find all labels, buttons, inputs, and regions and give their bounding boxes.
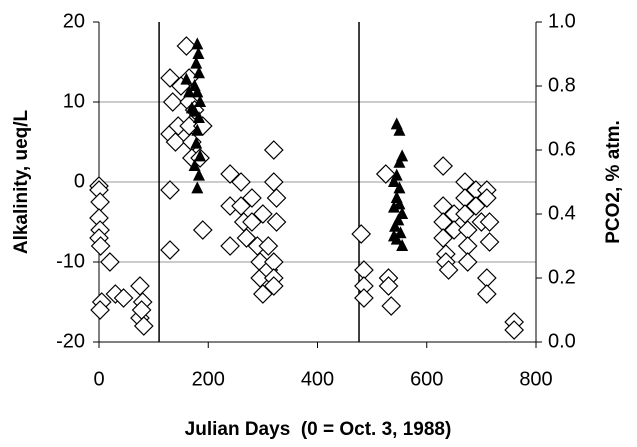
triangle-point <box>194 149 207 162</box>
diamond-point <box>131 300 152 320</box>
diamond-point <box>90 236 111 256</box>
diamond-point <box>90 192 110 212</box>
diamond-point <box>160 240 180 260</box>
triangle-point <box>387 200 400 213</box>
diamond-point <box>231 172 251 192</box>
triangle-point <box>393 181 406 194</box>
diamond-point <box>354 288 374 308</box>
diamond-point <box>476 284 497 304</box>
diamond-point <box>466 196 486 216</box>
diamond-point <box>263 140 284 160</box>
y-tick-label: -20 <box>56 330 85 352</box>
diamond-point <box>133 316 154 336</box>
y2-axis-title: PCO2, % atm. <box>603 120 624 244</box>
y-axis-title: Alkalinity, ueq/L <box>11 109 32 254</box>
diamond-point <box>258 236 279 256</box>
diamond-point <box>90 300 110 320</box>
diamond-point <box>236 228 257 248</box>
triangle-point <box>188 159 201 171</box>
triangle-point <box>180 72 193 85</box>
x-tick-label: 400 <box>301 368 334 390</box>
diamond-point <box>160 180 180 200</box>
diamond-point <box>433 156 453 176</box>
triangle-point <box>190 56 203 69</box>
y2-tick-label: 0.4 <box>548 202 576 224</box>
triangle-point <box>387 175 400 187</box>
diamond-point <box>100 252 120 272</box>
y-tick-label: 10 <box>63 90 85 112</box>
x-tick-label: 0 <box>93 368 104 390</box>
diamond-point <box>130 276 150 296</box>
triangle-point <box>393 155 406 168</box>
triangle-point <box>194 95 207 107</box>
triangle-point <box>183 85 196 98</box>
triangle-point <box>192 66 205 79</box>
diamond-point <box>457 252 478 272</box>
triangle-point <box>185 101 198 114</box>
triangle-point <box>190 136 203 149</box>
diamond-point <box>444 220 464 240</box>
diamond-point <box>192 220 213 240</box>
diamond-point <box>351 224 372 244</box>
triangle-point <box>393 197 406 210</box>
diamond-point <box>479 212 500 232</box>
triangle-point <box>389 219 402 232</box>
triangle-point <box>192 111 205 123</box>
diamond-point <box>165 132 186 152</box>
x-tick-label: 200 <box>192 368 225 390</box>
diamond-point <box>220 236 240 256</box>
triangle-point <box>393 123 406 136</box>
diamond-point <box>479 232 500 252</box>
y2-tick-label: 0.0 <box>548 330 576 352</box>
diamond-point <box>263 276 284 296</box>
triangle-point <box>191 181 204 194</box>
y-tick-label: -10 <box>56 250 85 272</box>
diamond-point <box>162 92 183 112</box>
y2-tick-label: 0.8 <box>548 74 576 96</box>
diamond-point <box>242 212 262 232</box>
diamond-point <box>438 260 459 280</box>
diamond-point <box>242 188 262 208</box>
diamond-point <box>504 320 524 340</box>
diamond-point <box>381 296 402 316</box>
x-axis-title: Julian Days (0 = Oct. 3, 1988) <box>185 419 452 440</box>
y-tick-label: 0 <box>74 170 85 192</box>
y2-tick-label: 1.0 <box>548 10 576 32</box>
triangle-point <box>192 47 205 59</box>
diamond-point <box>220 164 240 184</box>
triangle-point <box>396 239 409 251</box>
diamond-point <box>113 288 134 308</box>
diamond-point <box>253 284 273 304</box>
x-tick-label: 600 <box>410 368 443 390</box>
y-tick-label: 20 <box>63 10 85 32</box>
triangle-point <box>191 123 204 136</box>
y2-tick-label: 0.2 <box>548 266 576 288</box>
diamond-point <box>160 68 180 88</box>
diamond-point <box>253 204 273 224</box>
diamond-point <box>266 212 287 232</box>
diamond-point <box>375 164 396 184</box>
diamond-point <box>476 188 497 208</box>
y2-tick-label: 0.6 <box>548 138 576 160</box>
diamond-point <box>176 36 197 56</box>
triangle-point <box>387 229 400 242</box>
diamond-point <box>266 188 287 208</box>
triangle-point <box>192 168 205 181</box>
diamond-point <box>263 172 284 192</box>
diamond-point <box>378 276 399 296</box>
triangle-point <box>191 37 204 50</box>
x-tick-label: 800 <box>519 368 552 390</box>
triangle-point <box>191 85 204 98</box>
